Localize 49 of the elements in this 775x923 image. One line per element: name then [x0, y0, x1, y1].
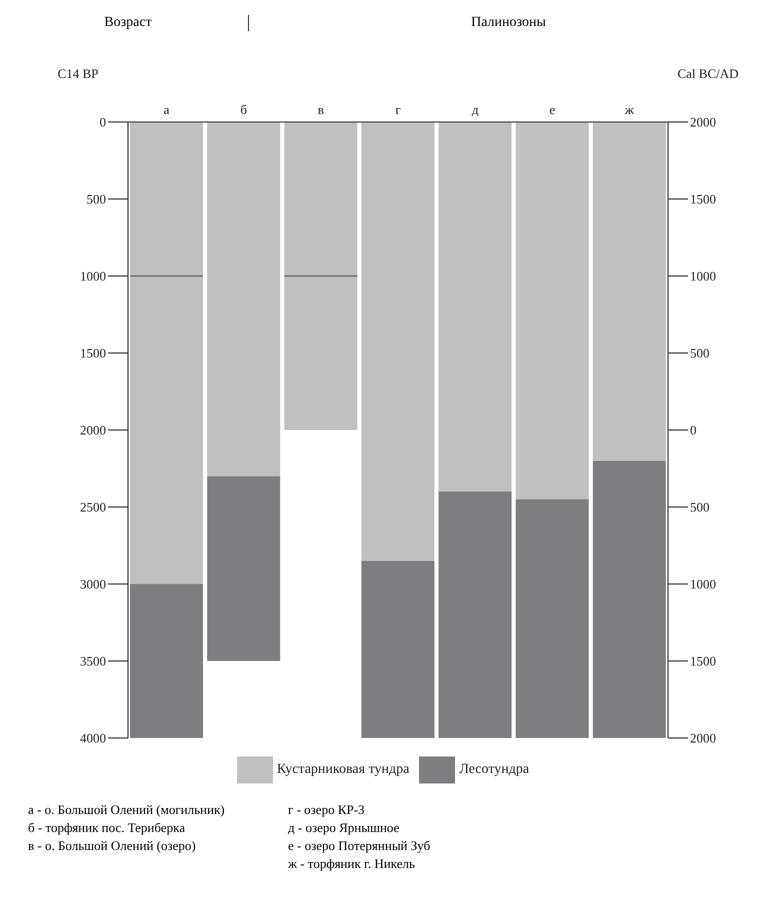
x-tick-label: г: [395, 102, 401, 117]
bar: [438, 492, 512, 738]
x-tick-label: е: [549, 102, 556, 117]
text: а - о. Большой Олений (могильник): [28, 802, 226, 819]
text: в - о. Большой Олений (озеро): [28, 838, 197, 855]
x-tick-label: б: [240, 102, 248, 117]
y2-tick-label: 0: [690, 422, 696, 438]
y2-tick-label: 1000: [690, 268, 716, 284]
x-tick-label: в: [318, 102, 324, 117]
chart-title: Палинозоны: [248, 15, 768, 31]
bar: [130, 584, 203, 738]
text: б - торфяник пос. Териберка: [28, 820, 186, 837]
x-tick-label: д: [472, 102, 479, 117]
bar: [516, 499, 589, 738]
bar: [361, 122, 434, 561]
y2-tick-label: 500: [690, 500, 710, 515]
y-tick-label: 1000: [80, 268, 106, 284]
text: г - озеро КР-3: [288, 802, 366, 819]
y-tick-label: 2000: [80, 422, 106, 438]
bar: [207, 122, 280, 476]
bar: [207, 476, 280, 661]
x-tick-label: а: [164, 102, 170, 117]
chart-subtitle: Возраст: [103, 15, 153, 31]
y-tick-label: 4000: [80, 730, 106, 746]
text: д - озеро Ярнышное: [288, 820, 400, 837]
y-tick-label: 3500: [80, 654, 106, 669]
legend-label: Лесотундра: [459, 762, 530, 778]
bar: [592, 460, 666, 738]
y-tick-label: 2500: [80, 500, 106, 515]
y-axis-title: C14 BP: [58, 66, 98, 81]
y-tick-label: 1500: [80, 346, 106, 361]
y2-tick-label: 1000: [690, 576, 716, 592]
y-tick-label: 3000: [80, 576, 106, 592]
x-tick-label: ж: [624, 102, 635, 117]
bar: [361, 560, 434, 738]
y-tick-label: 500: [86, 192, 106, 207]
y2-axis-title: Cal BC/AD: [677, 66, 739, 81]
bar: [592, 122, 666, 461]
legend-label: Кустарниковая тундра: [276, 762, 410, 778]
y2-tick-label: 2000: [690, 114, 716, 130]
text: е - озеро Потерянный Зуб: [288, 838, 432, 855]
y2-tick-label: 2000: [690, 730, 716, 746]
y2-tick-label: 500: [690, 346, 710, 361]
y-tick-label: 0: [100, 114, 106, 130]
bar: [516, 122, 589, 500]
bar: [438, 122, 512, 492]
text: ж - торфяник г. Никель: [288, 856, 416, 873]
y2-tick-label: 1500: [690, 654, 716, 669]
y2-tick-label: 1500: [690, 192, 716, 207]
